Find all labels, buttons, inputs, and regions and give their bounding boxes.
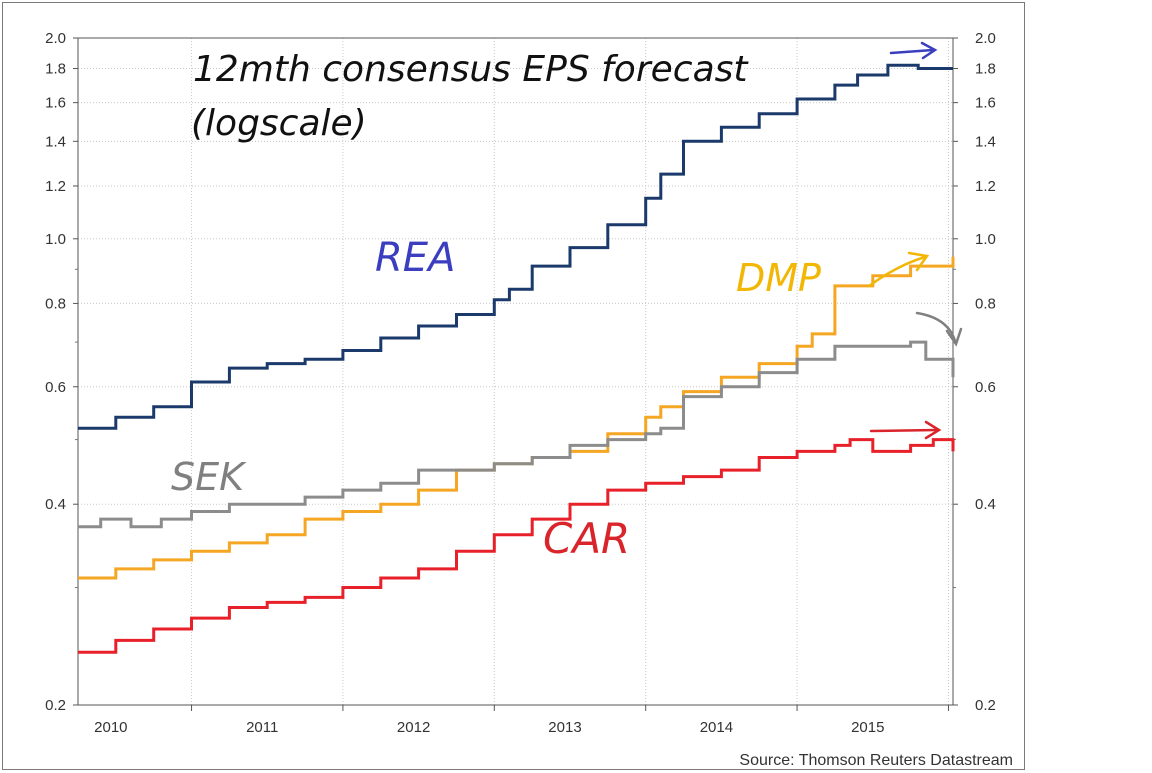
y-tick-label-left: 1.2 bbox=[45, 178, 66, 195]
series-line-car bbox=[78, 438, 955, 654]
chart-title: 12mth consensus EPS forecast bbox=[193, 49, 749, 90]
source-note: Source: Thomson Reuters Datastream bbox=[739, 752, 1013, 769]
car-label: CAR bbox=[543, 514, 630, 563]
y-tick-label-left: 1.0 bbox=[45, 231, 66, 248]
y-tick-label-left: 2.0 bbox=[45, 30, 66, 47]
x-tick-label: 2011 bbox=[246, 719, 278, 736]
y-tick-label-right: 0.6 bbox=[975, 379, 996, 396]
eps-line-chart: 0.2 0.2 0.4 0.4 0.6 0.6 0.8 0.8 1.0 1.0 1.2 1.2 1.4 1… bbox=[45, 30, 1013, 769]
car-arrow-icon bbox=[869, 420, 942, 440]
y-tick-label-left: 0.6 bbox=[45, 379, 66, 396]
dmp-label: DMP bbox=[736, 256, 821, 300]
y-tick-label-left: 0.4 bbox=[45, 496, 66, 513]
series-line-sek bbox=[78, 340, 955, 529]
y-tick-label-left: 1.6 bbox=[45, 95, 66, 112]
x-tick-label: 2013 bbox=[548, 719, 581, 736]
series-line-rea bbox=[78, 63, 953, 430]
chart-subtitle: (logscale) bbox=[191, 103, 367, 144]
y-tick-label-left: 0.2 bbox=[45, 697, 66, 714]
y-tick-label-left: 1.8 bbox=[45, 61, 66, 78]
x-tick-label: 2015 bbox=[851, 719, 884, 736]
dmp-arrow-icon bbox=[867, 251, 930, 288]
y-tick-label-right: 0.4 bbox=[975, 496, 996, 513]
rea-arrow-icon bbox=[889, 41, 938, 60]
axis-ticks: 0.2 0.2 0.4 0.4 0.6 0.6 0.8 0.8 1.0 1.0 1.2 1.2 1.4 1… bbox=[45, 30, 996, 736]
series-line-dmp bbox=[78, 256, 955, 580]
x-tick-label: 2012 bbox=[397, 719, 430, 736]
y-tick-label-left: 1.4 bbox=[45, 133, 66, 150]
chart-frame: 0.2 0.2 0.4 0.4 0.6 0.6 0.8 0.8 1.0 1.0 1.2 1.2 1.4 1… bbox=[2, 2, 1025, 770]
y-tick-label-right: 1.6 bbox=[975, 95, 996, 112]
sek-arrow-icon bbox=[915, 311, 963, 347]
y-tick-label-right: 1.8 bbox=[975, 61, 996, 78]
y-tick-label-right: 2.0 bbox=[975, 30, 996, 47]
y-tick-label-right: 1.2 bbox=[975, 178, 996, 195]
y-tick-label-left: 0.8 bbox=[45, 295, 66, 312]
y-tick-label-right: 1.0 bbox=[975, 231, 996, 248]
y-tick-label-right: 1.4 bbox=[975, 133, 996, 150]
sek-label: SEK bbox=[171, 455, 247, 499]
rea-label: REA bbox=[375, 235, 455, 281]
y-tick-label-right: 0.2 bbox=[975, 697, 996, 714]
y-tick-label-right: 0.8 bbox=[975, 295, 996, 312]
series-group bbox=[78, 63, 955, 654]
x-tick-label: 2010 bbox=[94, 719, 127, 736]
x-tick-label: 2014 bbox=[700, 719, 733, 736]
